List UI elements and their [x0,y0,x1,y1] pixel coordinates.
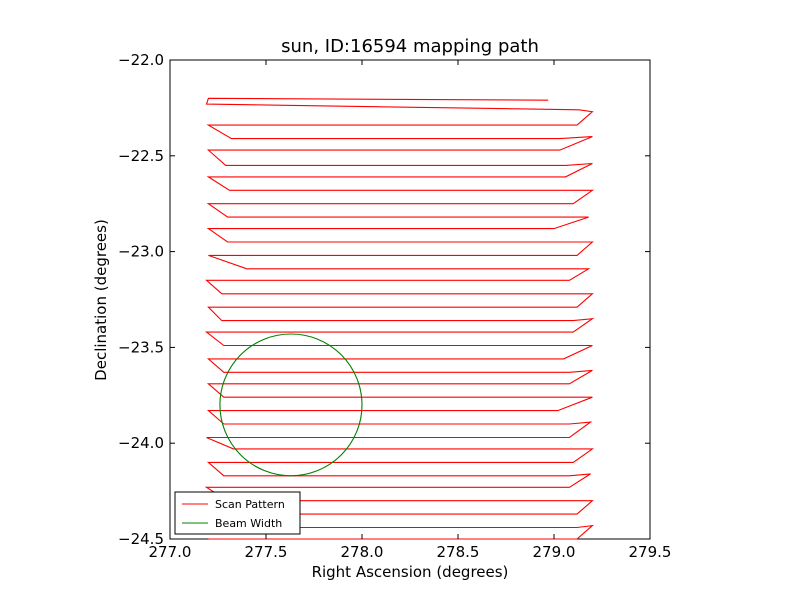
x-tick-label: 277.0 [149,543,192,561]
y-axis-label: Declination (degrees) [92,219,110,381]
x-tick-label: 278.5 [437,543,480,561]
series-group [204,97,595,540]
y-tick-label: −22.5 [118,147,164,165]
chart-title: sun, ID:16594 mapping path [281,36,539,57]
legend: Scan Pattern Beam Width [174,491,301,535]
y-tick-label: −24.0 [118,434,164,452]
y-tick-label: −24.5 [118,530,164,548]
legend-label-beam-width: Beam Width [215,517,282,530]
x-axis-label: Right Ascension (degrees) [312,563,509,581]
x-tick-label: 279.0 [533,543,576,561]
x-tick-label: 279.5 [629,543,672,561]
y-tick-label: −22.0 [118,51,164,69]
legend-label-scan-pattern: Scan Pattern [215,498,285,511]
x-tick-label: 277.5 [245,543,288,561]
y-tick-label: −23.5 [118,338,164,356]
legend-box [174,491,301,535]
y-tick-label: −23.0 [118,243,164,261]
x-tick-label: 278.0 [341,543,384,561]
ticks-group: 277.0 277.5 278.0 278.5 279.0 279.5 −22.0 −22.5… [118,51,671,561]
beam-width-circle [219,333,363,477]
scan-pattern-line [204,97,595,540]
plot-area [169,59,651,540]
